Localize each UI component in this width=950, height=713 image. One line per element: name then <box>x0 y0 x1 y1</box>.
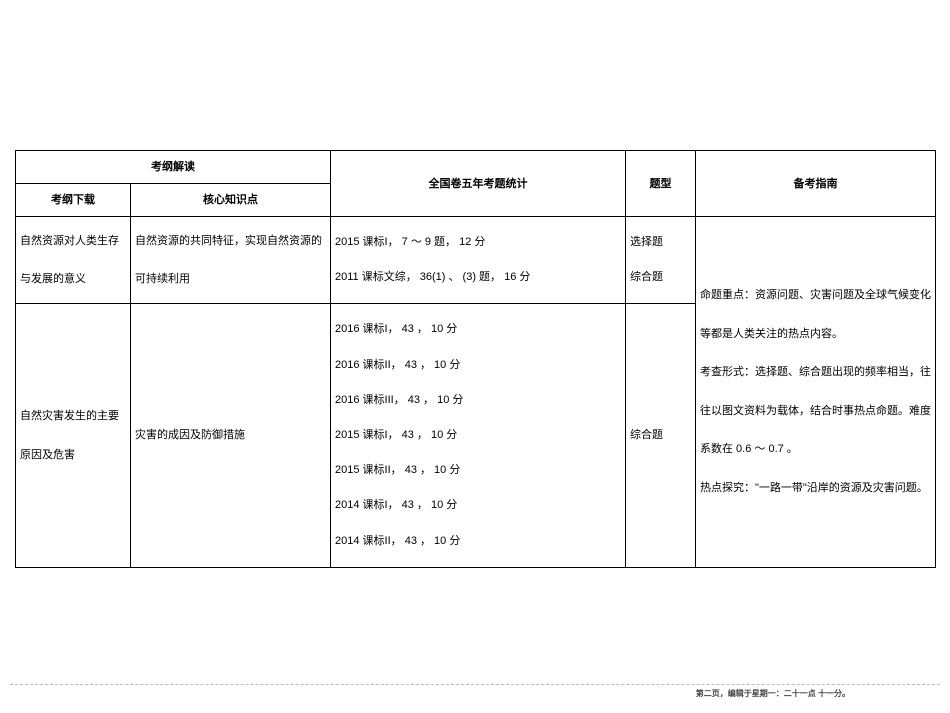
header-outline-label: 考纲解读 <box>151 161 195 173</box>
cell-stats-2-l6: 2014 课标I， 43 ， 10 分 <box>335 488 621 523</box>
page: 考纲解读 全国卷五年考题统计 题型 备考指南 考纲下载 核心知识点 自然资源对人… <box>0 0 950 713</box>
guide-p3: 热点探究："一路一带"沿岸的资源及灾害问题。 <box>700 469 931 508</box>
table-row: 自然资源对人类生存与发展的意义 自然资源的共同特征，实现自然资源的可持续利用 2… <box>16 217 936 304</box>
cell-type-2-text: 综合题 <box>630 429 663 441</box>
guide-p1: 命题重点：资源问题、灾害问题及全球气候变化等都是人类关注的热点内容。 <box>700 276 931 353</box>
header-statistics-label: 全国卷五年考题统计 <box>429 178 528 190</box>
header-core: 核心知识点 <box>131 184 331 217</box>
cell-stats-2-l7: 2014 课标II， 43 ， 10 分 <box>335 524 621 559</box>
cell-type-2: 综合题 <box>626 304 696 567</box>
header-download: 考纲下载 <box>16 184 131 217</box>
guide-p2: 考查形式：选择题、综合题出现的频率相当，往往以图文资料为载体，结合时事热点命题。… <box>700 353 931 469</box>
header-type: 题型 <box>626 151 696 217</box>
cell-core-2-text: 灾害的成因及防御措施 <box>135 429 245 441</box>
cell-stats-1-line1: 2015 课标I， 7 ～ 9 题， 12 分 <box>335 225 621 260</box>
cell-outline-2-text: 自然灾害发生的主要原因及危害 <box>20 410 119 461</box>
cell-stats-1-line2: 2011 课标文综， 36(1) 、 (3) 题， 16 分 <box>335 260 621 295</box>
cell-stats-2-l5: 2015 课标II， 43 ， 10 分 <box>335 453 621 488</box>
header-guide-label: 备考指南 <box>794 178 838 190</box>
cell-core-2: 灾害的成因及防御措施 <box>131 304 331 567</box>
cell-type-1-line1: 选择题 <box>630 225 691 260</box>
cell-type-1-line2: 综合题 <box>630 260 691 295</box>
header-statistics: 全国卷五年考题统计 <box>331 151 626 217</box>
header-guide: 备考指南 <box>696 151 936 217</box>
page-footer: 第二页，编辑于星期一：二十一点 十一分。 <box>0 688 950 699</box>
header-outline: 考纲解读 <box>16 151 331 184</box>
cell-outline-2: 自然灾害发生的主要原因及危害 <box>16 304 131 567</box>
cell-stats-1: 2015 课标I， 7 ～ 9 题， 12 分 2011 课标文综， 36(1)… <box>331 217 626 304</box>
cell-outline-1: 自然资源对人类生存与发展的意义 <box>16 217 131 304</box>
cell-guide: 命题重点：资源问题、灾害问题及全球气候变化等都是人类关注的热点内容。 考查形式：… <box>696 217 936 568</box>
cell-outline-1-text: 自然资源对人类生存与发展的意义 <box>20 235 119 286</box>
footer-text: 第二页，编辑于星期一：二十一点 十一分。 <box>696 689 850 698</box>
cell-type-1: 选择题 综合题 <box>626 217 696 304</box>
cell-stats-2-l3: 2016 课标III， 43 ， 10 分 <box>335 383 621 418</box>
cell-stats-2-l1: 2016 课标I， 43 ， 10 分 <box>335 312 621 347</box>
cell-stats-2-l4: 2015 课标I， 43 ， 10 分 <box>335 418 621 453</box>
cell-stats-2: 2016 课标I， 43 ， 10 分 2016 课标II， 43 ， 10 分… <box>331 304 626 567</box>
header-download-label: 考纲下载 <box>51 194 95 206</box>
cell-stats-2-l2: 2016 课标II， 43 ， 10 分 <box>335 348 621 383</box>
header-core-label: 核心知识点 <box>203 194 258 206</box>
footer-divider <box>10 684 940 685</box>
exam-outline-table: 考纲解读 全国卷五年考题统计 题型 备考指南 考纲下载 核心知识点 自然资源对人… <box>15 150 936 568</box>
table-header-row-1: 考纲解读 全国卷五年考题统计 题型 备考指南 <box>16 151 936 184</box>
header-type-label: 题型 <box>650 178 672 190</box>
cell-core-1-text: 自然资源的共同特征，实现自然资源的可持续利用 <box>135 235 322 286</box>
cell-core-1: 自然资源的共同特征，实现自然资源的可持续利用 <box>131 217 331 304</box>
